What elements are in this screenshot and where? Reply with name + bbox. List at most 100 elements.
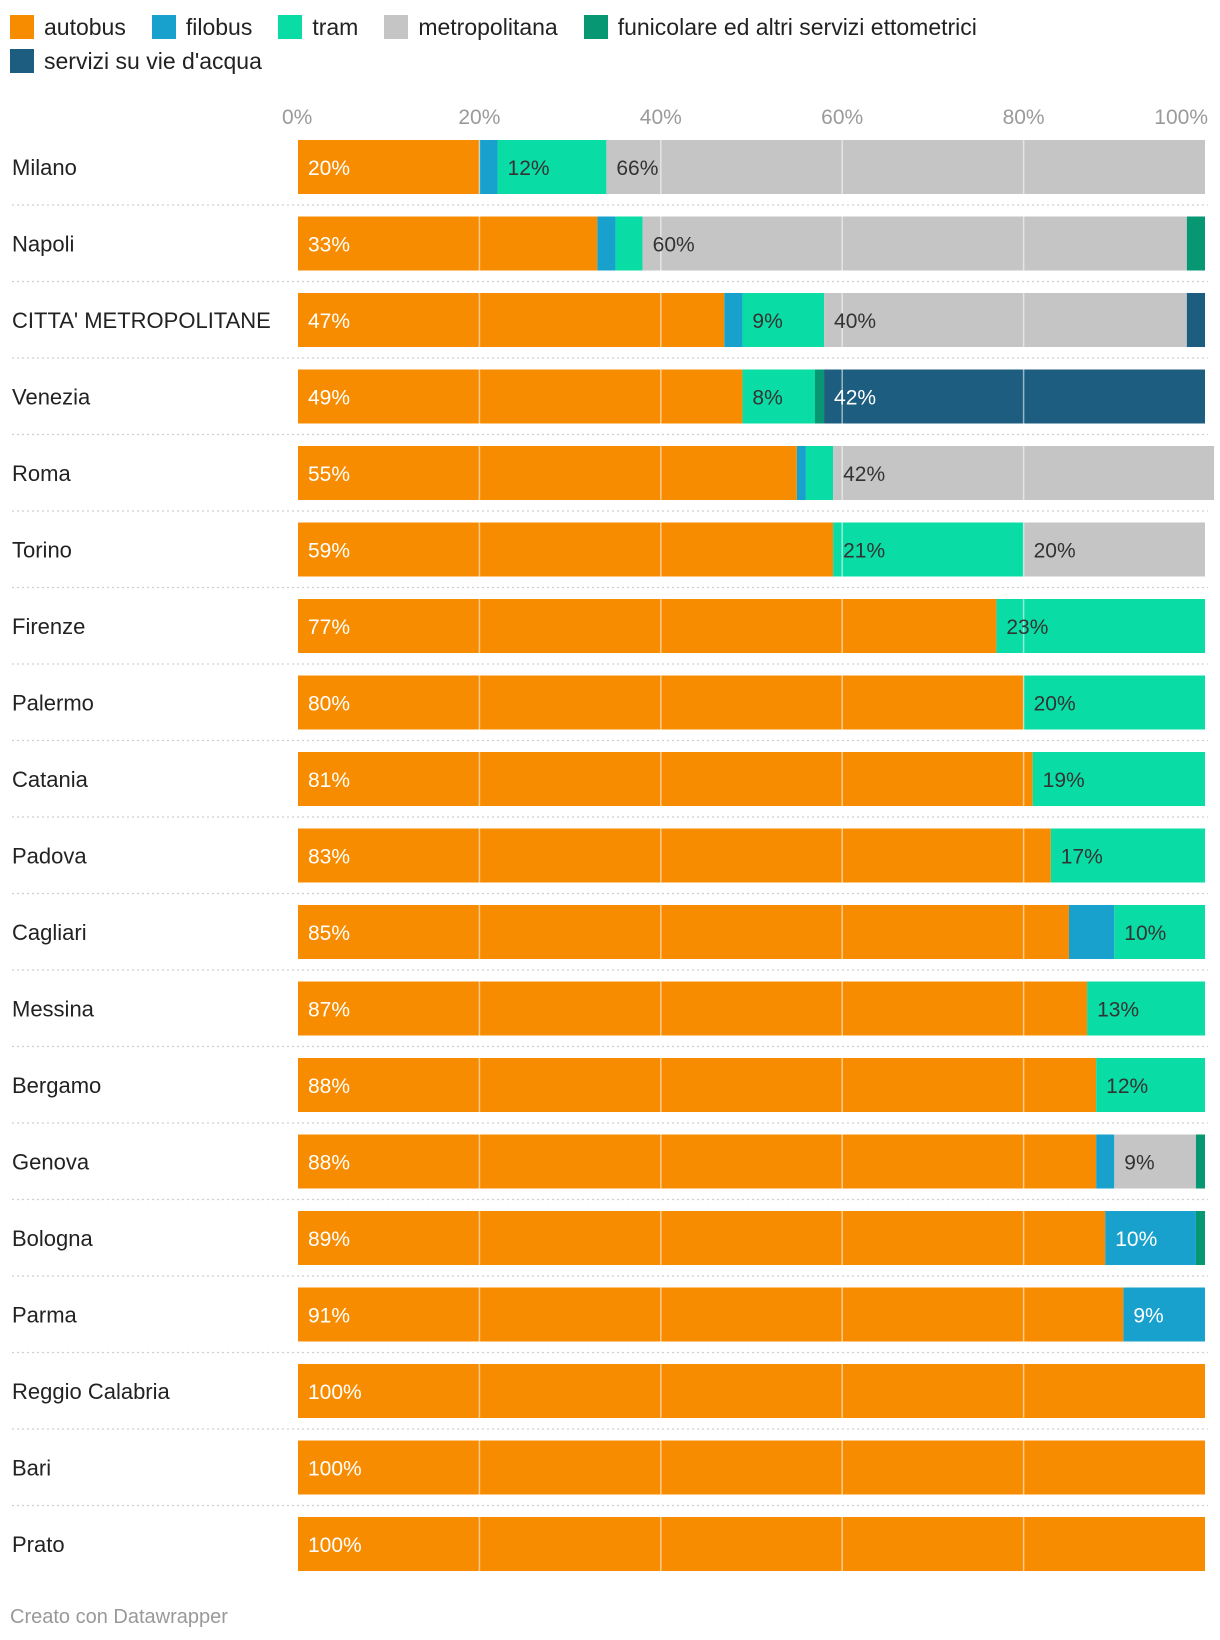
data-label: 40%	[834, 310, 876, 333]
data-label: 77%	[308, 616, 350, 639]
data-label: 83%	[308, 846, 350, 869]
bar-segment-tram	[805, 446, 834, 500]
bar-segment-autobus	[298, 446, 797, 500]
x-tick-label: 80%	[1003, 106, 1045, 129]
data-label: 60%	[653, 234, 695, 257]
row-label: Milano	[12, 155, 77, 180]
bar-segment-autobus	[298, 522, 834, 577]
row-label: CITTA' METROPOLITANE	[12, 308, 271, 333]
bar-segment-autobus	[298, 1440, 1205, 1495]
bar-row: Roma 55% 42%	[12, 446, 1215, 512]
bar-segment-funicolare	[1195, 1134, 1205, 1189]
row-label: Firenze	[12, 614, 85, 639]
bar-row: Bergamo 88% 12%	[12, 1058, 1208, 1124]
row-label: Venezia	[12, 385, 91, 410]
bar-row: CITTA' METROPOLITANE 47% 9% 40%	[12, 293, 1208, 359]
data-label: 9%	[1133, 1305, 1163, 1328]
legend-label: funicolare ed altri servizi ettometrici	[617, 14, 977, 40]
bar-segment-autobus	[298, 1287, 1124, 1342]
bar-segment-autobus	[298, 369, 743, 424]
data-label: 80%	[308, 693, 350, 716]
bar-segment-autobus	[298, 1134, 1097, 1189]
data-label: 42%	[843, 463, 885, 486]
data-label: 20%	[308, 157, 350, 180]
row-label: Cagliari	[12, 920, 87, 945]
legend-swatch	[10, 15, 34, 39]
bar-segment-tram	[833, 522, 1024, 577]
bar-segment-autobus	[298, 293, 725, 347]
bar-segment-tram	[1050, 828, 1205, 883]
data-label: 10%	[1115, 1228, 1157, 1251]
data-label: 85%	[308, 922, 350, 945]
bar-segment-autobus	[298, 216, 598, 271]
x-tick-label: 100%	[1154, 106, 1208, 129]
bar-row: Palermo 80% 20%	[12, 675, 1208, 742]
x-tick-label: 60%	[821, 106, 863, 129]
bar-segment-metropolitana	[824, 293, 1187, 347]
bar-segment-autobus	[298, 1058, 1097, 1112]
data-label: 81%	[308, 769, 350, 792]
data-label: 100%	[308, 1534, 362, 1557]
row-label: Padova	[12, 844, 87, 869]
data-label: 100%	[308, 1458, 362, 1481]
bar-segment-autobus	[298, 599, 997, 653]
legend-label: tram	[312, 14, 359, 40]
footer-credit: Creato con Datawrapper	[10, 1606, 228, 1628]
bar-segment-servizi	[1186, 293, 1205, 347]
row-label: Genova	[12, 1150, 90, 1175]
data-label: 17%	[1061, 846, 1103, 869]
data-label: 20%	[1034, 540, 1076, 563]
bar-segment-filobus	[796, 446, 806, 500]
row-label: Prato	[12, 1532, 65, 1557]
data-label: 49%	[308, 387, 350, 410]
bar-segment-tram	[1023, 675, 1205, 730]
bar-segment-tram	[742, 293, 825, 347]
bar-segment-servizi	[824, 369, 1205, 424]
data-label: 55%	[308, 463, 350, 486]
bar-segment-filobus	[1068, 905, 1115, 959]
legend-label: autobus	[44, 14, 126, 40]
data-label: 13%	[1097, 999, 1139, 1022]
data-label: 12%	[508, 157, 550, 180]
bar-segment-autobus	[298, 1211, 1106, 1265]
data-label: 91%	[308, 1305, 350, 1328]
bar-segment-tram	[1032, 752, 1205, 806]
row-label: Messina	[12, 997, 95, 1022]
legend-label: metropolitana	[418, 14, 558, 40]
legend-swatch	[151, 15, 176, 39]
legend-item: autobus	[10, 10, 126, 44]
bar-segment-tram	[1087, 981, 1205, 1036]
legend-swatch	[278, 15, 303, 39]
bar-segment-tram	[497, 140, 607, 194]
bar-row: Torino 59% 21% 20%	[12, 522, 1208, 589]
data-label: 100%	[308, 1381, 362, 1404]
bar-segment-metropolitana	[1114, 1134, 1196, 1189]
legend-item: metropolitana	[384, 10, 558, 44]
legend-item: filobus	[151, 10, 252, 44]
bar-row: Prato 100%	[12, 1517, 1205, 1571]
bar-segment-filobus	[1123, 1287, 1205, 1342]
x-tick-label: 20%	[458, 106, 500, 129]
x-tick-label: 40%	[640, 106, 682, 129]
bar-segment-filobus	[724, 293, 743, 347]
row-label: Napoli	[12, 232, 74, 257]
bar-row: Catania 81% 19%	[12, 752, 1208, 818]
row-label: Parma	[12, 1303, 78, 1328]
data-label: 66%	[616, 157, 658, 180]
bar-row: Venezia 49% 8% 42%	[12, 369, 1208, 436]
data-label: 33%	[308, 234, 350, 257]
bar-row: Cagliari 85% 10%	[12, 905, 1208, 971]
legend: autobus filobus tram metropolitana funicolar…	[10, 10, 1210, 78]
bar-row: Firenze 77% 23%	[12, 599, 1208, 665]
legend-item: tram	[278, 10, 358, 44]
row-label: Bergamo	[12, 1073, 101, 1098]
bar-segment-autobus	[298, 905, 1069, 959]
data-label: 10%	[1124, 922, 1166, 945]
data-label: 20%	[1034, 693, 1076, 716]
legend-swatch	[583, 15, 608, 39]
bar-row: Bari 100%	[12, 1440, 1208, 1507]
bar-segment-autobus	[298, 1364, 1205, 1418]
bar-segment-metropolitana	[606, 140, 1205, 194]
row-label: Reggio Calabria	[12, 1379, 171, 1404]
bar-segment-tram	[615, 216, 643, 271]
